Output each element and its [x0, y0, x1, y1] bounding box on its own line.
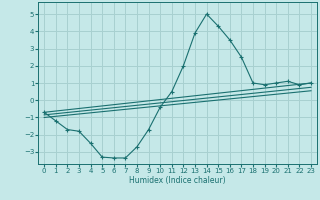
X-axis label: Humidex (Indice chaleur): Humidex (Indice chaleur)	[129, 176, 226, 185]
